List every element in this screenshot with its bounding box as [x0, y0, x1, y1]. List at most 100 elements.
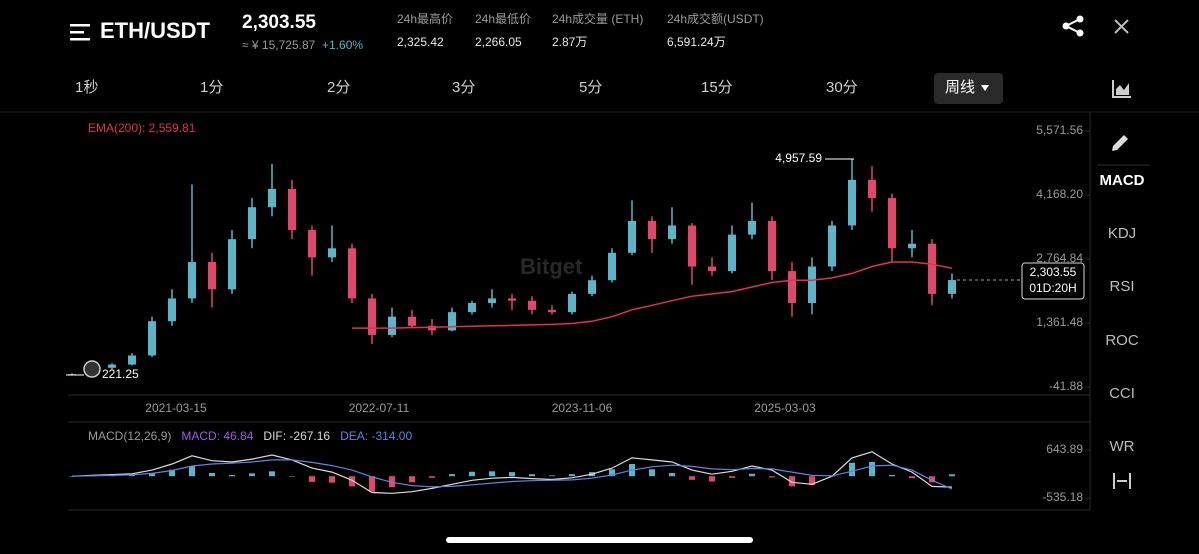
macd-bar: [329, 476, 335, 483]
timeframe-tab[interactable]: 3分: [452, 79, 475, 96]
candle-body: [588, 280, 596, 294]
macd-bar: [469, 471, 475, 477]
fit-icon[interactable]: [1113, 473, 1131, 489]
chart-type-icon[interactable]: [1112, 80, 1131, 98]
macd-bar: [289, 476, 295, 477]
macd-bar: [649, 469, 655, 477]
candle-body: [888, 198, 896, 249]
candle-body: [448, 312, 456, 331]
home-indicator: [446, 537, 753, 543]
macd-bar: [929, 476, 935, 483]
x-tick-label: 2023-11-06: [552, 401, 613, 415]
replay-icon: [83, 360, 101, 378]
ema-line: [352, 261, 953, 329]
candle-body: [348, 248, 356, 299]
indicator-tab[interactable]: WR: [1110, 438, 1135, 455]
candle-body: [548, 309, 556, 313]
candle-body: [228, 239, 236, 290]
selected-timeframe-bg[interactable]: [934, 73, 1003, 104]
timeframe-tab[interactable]: 1分: [200, 79, 223, 96]
macd-bar: [269, 471, 275, 477]
y-tick-label: -41.88: [1049, 379, 1083, 393]
macd-bar: [609, 469, 615, 477]
indicator-tab[interactable]: MACD: [1100, 172, 1145, 189]
indicator-tab[interactable]: CCI: [1109, 385, 1135, 402]
stat-value: 6,591.24万: [667, 35, 726, 49]
candle-body: [508, 298, 516, 301]
macd-bar: [809, 476, 815, 486]
candle-body: [668, 225, 676, 240]
extreme-label: 221.25: [102, 367, 139, 381]
macd-bar: [129, 475, 135, 477]
stat-label: 24h最高价: [397, 11, 453, 26]
menu-line: [70, 38, 90, 41]
timeframe-tab[interactable]: 30分: [826, 79, 858, 96]
candle-body: [688, 225, 696, 267]
macd-bar: [449, 474, 455, 477]
macd-bar: [189, 466, 195, 477]
draw-tool-icon[interactable]: [1112, 135, 1128, 151]
menu-icon[interactable]: [70, 24, 90, 41]
macd-bar: [309, 476, 315, 482]
countdown-label: 01D:20H: [1029, 281, 1076, 295]
candle-body: [288, 188, 296, 231]
y-tick-label: 4,168.20: [1036, 187, 1083, 201]
candle-body: [188, 261, 196, 299]
macd-bar: [689, 476, 695, 480]
candle-body: [748, 220, 756, 235]
candle-body: [568, 293, 576, 313]
macd-bar: [869, 461, 875, 477]
pair-title[interactable]: ETH/USDT: [100, 18, 211, 43]
stat-label: 24h成交量 (ETH): [552, 11, 643, 26]
share-link: [1063, 18, 1081, 34]
y-tick-label: 643.89: [1046, 442, 1083, 456]
macd-legend: DEA: -314.00: [340, 429, 412, 443]
icon-axis: [1112, 80, 1131, 98]
timeframe-tab[interactable]: 2分: [327, 79, 350, 96]
candle-body: [648, 220, 656, 240]
timeframe-tab[interactable]: 5分: [579, 79, 602, 96]
macd-line: [71, 451, 953, 494]
candle-body: [708, 266, 716, 272]
timeframe-tab[interactable]: 1秒: [75, 79, 98, 96]
candle-body: [528, 300, 536, 310]
close-icon[interactable]: [1114, 19, 1129, 34]
macd-bar: [669, 472, 675, 477]
menu-line: [70, 31, 84, 34]
y-tick-label: 2,764.84: [1036, 251, 1083, 265]
candle-body: [848, 179, 856, 226]
stat-value: 2,325.42: [397, 35, 444, 49]
indicator-tab[interactable]: ROC: [1105, 332, 1139, 349]
stat-value: 2.87万: [552, 35, 587, 49]
menu-line: [70, 24, 90, 27]
selected-timeframe[interactable]: 周线: [945, 79, 975, 96]
macd-bar: [149, 472, 155, 477]
macd-bar: [529, 474, 535, 477]
macd-bar: [789, 476, 795, 487]
y-tick-label: 5,571.56: [1036, 123, 1083, 137]
macd-bar: [229, 474, 235, 477]
macd-legend: DIF: -267.16: [263, 429, 330, 443]
macd-bar: [489, 471, 495, 477]
candle-body: [128, 355, 136, 365]
macd-bar: [749, 473, 755, 477]
share-icon[interactable]: [1062, 15, 1084, 37]
last-price-label: 2,303.55: [1030, 265, 1077, 279]
candle-body: [728, 234, 736, 272]
candle-body: [868, 179, 876, 199]
last-price-box: [1021, 262, 1085, 300]
timeframe-tab[interactable]: 15分: [701, 79, 733, 96]
candle-body: [428, 325, 436, 331]
candle-body: [388, 316, 396, 335]
indicator-tab[interactable]: RSI: [1109, 278, 1134, 295]
candle-body: [788, 271, 796, 304]
candle-body: [208, 261, 216, 290]
candle-body: [248, 207, 256, 240]
indicator-tab[interactable]: KDJ: [1108, 225, 1136, 242]
x-tick-label: 2025-03-03: [754, 401, 816, 415]
candle-body: [828, 225, 836, 267]
candle-body: [948, 280, 956, 294]
macd-legend: MACD: 46.84: [181, 429, 253, 443]
